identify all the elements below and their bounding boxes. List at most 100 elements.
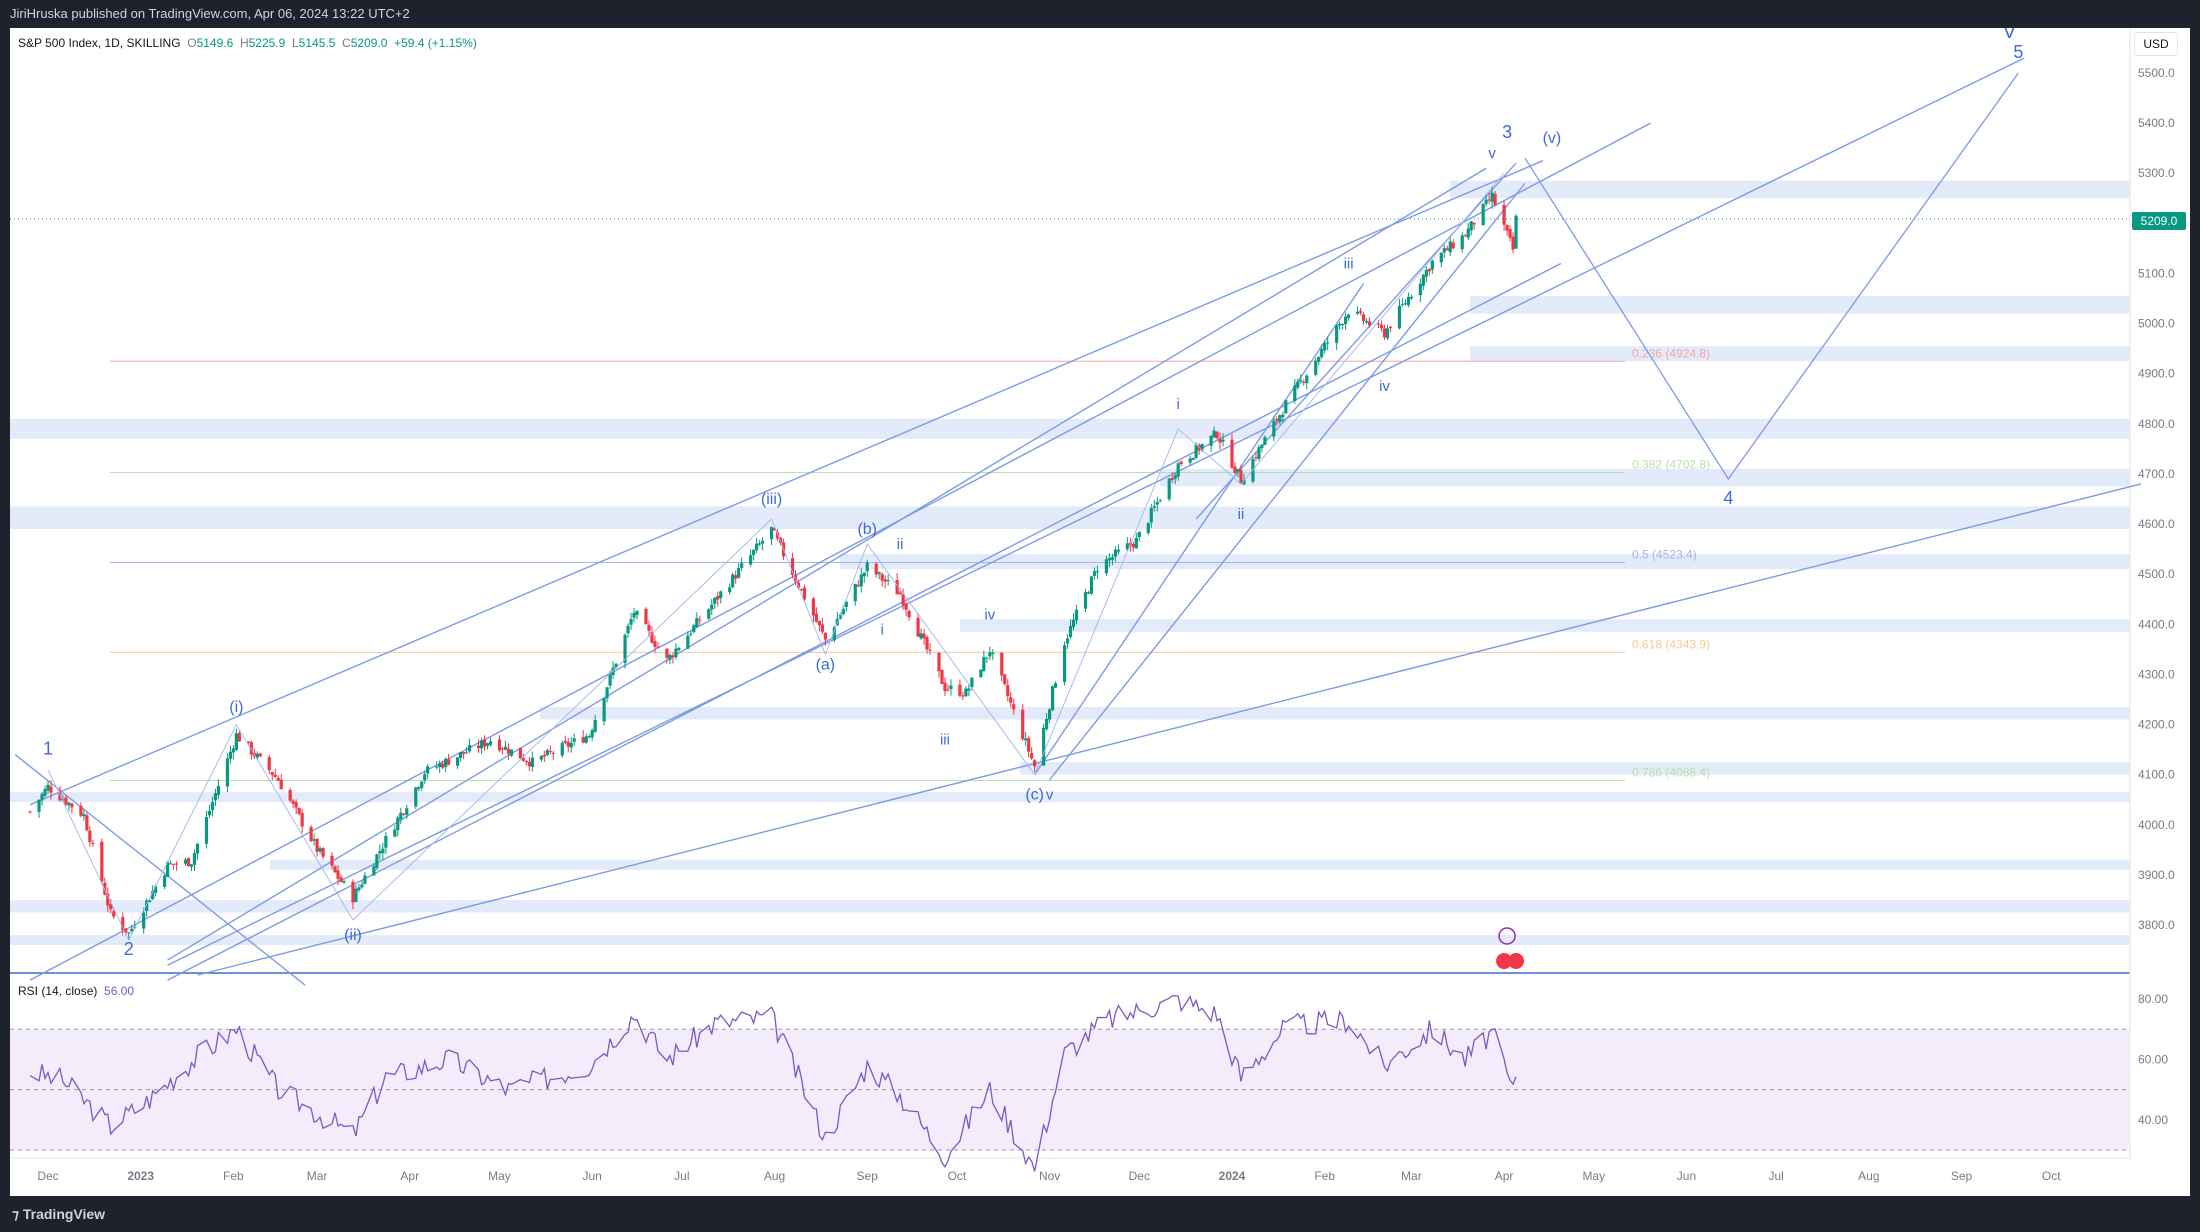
candle-body bbox=[372, 866, 376, 876]
candle-body bbox=[668, 654, 672, 660]
wave-label: v bbox=[1488, 145, 1496, 162]
candle-body bbox=[716, 596, 720, 600]
candle-body bbox=[1358, 311, 1363, 313]
candle-body bbox=[420, 781, 424, 788]
currency-button[interactable]: USD bbox=[2134, 32, 2178, 56]
candle-body bbox=[1176, 463, 1180, 477]
support-resistance-zone bbox=[960, 619, 2130, 632]
trend-line bbox=[14, 754, 306, 986]
published-text: JiriHruska published on TradingView.com,… bbox=[10, 6, 410, 21]
wave-label: (i) bbox=[229, 699, 243, 716]
candle-body bbox=[1460, 235, 1464, 250]
candle-body bbox=[880, 574, 884, 581]
candle-body bbox=[985, 657, 989, 659]
candle-body bbox=[1045, 718, 1049, 730]
candle-body bbox=[1364, 320, 1369, 323]
candle-body bbox=[584, 736, 588, 743]
candle-body bbox=[760, 540, 765, 544]
candle-body bbox=[234, 733, 238, 750]
candle-body bbox=[1003, 674, 1007, 685]
candle-body bbox=[216, 786, 221, 795]
candle-body bbox=[943, 682, 947, 692]
candle-body bbox=[438, 763, 442, 767]
candle-body bbox=[1242, 480, 1246, 485]
candle-body bbox=[255, 753, 259, 758]
candle-body bbox=[79, 805, 83, 816]
candle-body bbox=[629, 619, 633, 625]
price-axis-label: 4400.0 bbox=[2138, 617, 2175, 631]
support-resistance-zone bbox=[10, 935, 2130, 946]
candle-body bbox=[1323, 342, 1327, 351]
candle-body bbox=[1335, 325, 1339, 343]
candle-body bbox=[500, 748, 505, 750]
price-axis-label: 5300.0 bbox=[2138, 166, 2175, 180]
symbol-name: S&P 500 Index, 1D, SKILLING bbox=[18, 36, 181, 50]
event-flag-icon bbox=[1508, 953, 1525, 969]
trend-line bbox=[197, 483, 2142, 976]
candle-body bbox=[728, 587, 732, 593]
candle-body bbox=[542, 754, 546, 757]
wave-label: iv bbox=[1379, 378, 1390, 395]
candle-body bbox=[1024, 738, 1028, 741]
chart-frame[interactable]: 0.236 (4924.8) 0.382 (4702.8) 0.5 (4523.4)… bbox=[10, 28, 2190, 1196]
time-axis-label: Sep bbox=[857, 1169, 879, 1183]
candle-body bbox=[228, 751, 232, 759]
candle-body bbox=[545, 750, 549, 756]
candle-body bbox=[593, 719, 597, 732]
candle-body bbox=[225, 758, 229, 787]
candle-body bbox=[435, 766, 439, 768]
candle-body bbox=[602, 698, 606, 722]
fib-level-label: 0.786 (4088.4) bbox=[1632, 765, 1710, 779]
candle-body bbox=[342, 881, 346, 883]
candle-body bbox=[757, 543, 762, 545]
chart-canvas[interactable]: 0.236 (4924.8) 0.382 (4702.8) 0.5 (4523.4)… bbox=[10, 28, 2190, 1196]
candle-body bbox=[1403, 303, 1408, 305]
candle-body bbox=[832, 627, 836, 641]
projection-path bbox=[1524, 72, 2019, 481]
wave-label: i bbox=[881, 621, 884, 638]
candle-body bbox=[357, 887, 361, 891]
candle-body bbox=[1230, 439, 1234, 468]
price-axis-label: 3900.0 bbox=[2138, 868, 2175, 882]
candle-body bbox=[192, 853, 197, 865]
event-flag-icon bbox=[1496, 953, 1513, 969]
candle-body bbox=[154, 886, 158, 893]
candle-body bbox=[551, 752, 555, 754]
candle-body bbox=[1278, 415, 1282, 422]
candle-body bbox=[698, 619, 702, 621]
candle-body bbox=[982, 657, 986, 671]
wave-label: v bbox=[1046, 787, 1054, 804]
candle-body bbox=[46, 784, 50, 791]
time-axis-label: Mar bbox=[1401, 1169, 1422, 1183]
wave-label: 4 bbox=[1723, 488, 1733, 508]
candle-body bbox=[527, 761, 531, 767]
candle-body bbox=[1089, 576, 1094, 594]
candle-body bbox=[1508, 228, 1512, 238]
candle-body bbox=[1314, 360, 1318, 375]
candle-body bbox=[288, 790, 292, 801]
candle-body bbox=[1083, 592, 1088, 609]
candle-body bbox=[1511, 236, 1515, 250]
last-price-tag: 5209.0 bbox=[2132, 212, 2186, 230]
tradingview-logo[interactable]: ⁊ TradingView bbox=[12, 1206, 106, 1222]
price-axis-label: 4100.0 bbox=[2138, 768, 2175, 782]
price-axis-label: 5400.0 bbox=[2138, 116, 2175, 130]
candle-body bbox=[1110, 557, 1115, 560]
support-resistance-zone bbox=[840, 554, 2130, 570]
support-resistance-zone bbox=[1470, 346, 2130, 362]
candle-body bbox=[1212, 430, 1216, 438]
candle-body bbox=[1466, 228, 1470, 238]
candle-body bbox=[1281, 414, 1285, 418]
symbol-legend: S&P 500 Index, 1D, SKILLING O5149.6 H522… bbox=[18, 36, 477, 50]
footer-bar: ⁊ TradingView bbox=[0, 1196, 2200, 1232]
candle-body bbox=[1421, 274, 1425, 286]
candle-body bbox=[168, 863, 173, 865]
fib-level-label: 0.618 (4343.9) bbox=[1632, 637, 1710, 651]
candle-body bbox=[1053, 683, 1058, 688]
price-axis-label: 4200.0 bbox=[2138, 718, 2175, 732]
candle-body bbox=[740, 563, 744, 568]
candle-body bbox=[1382, 328, 1387, 338]
candle-body bbox=[1030, 753, 1034, 759]
candle-body bbox=[351, 881, 355, 903]
candle-body bbox=[276, 778, 280, 781]
